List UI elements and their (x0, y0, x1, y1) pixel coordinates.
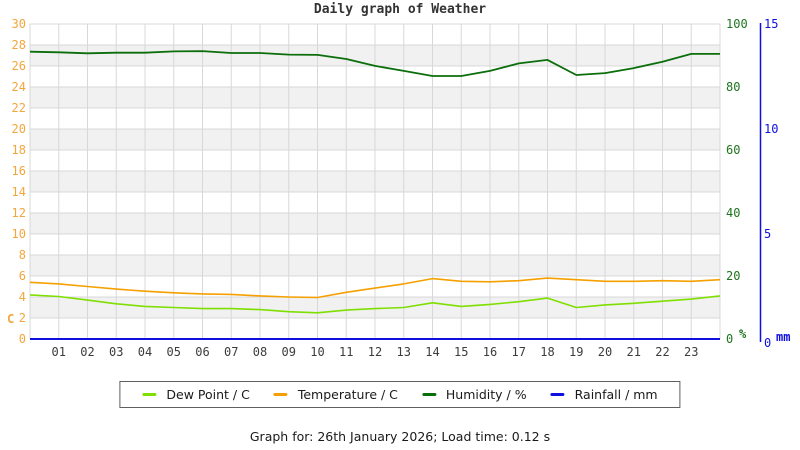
left-axis-tick: 28 (12, 38, 26, 52)
left-axis-tick: 30 (12, 17, 26, 31)
left-axis-tick: 0 (19, 332, 26, 346)
chart-title: Daily graph of Weather (313, 2, 487, 17)
dew-point-swatch-icon (142, 393, 157, 396)
humidity-axis-tick: 0 (726, 332, 733, 346)
x-axis-tick: 06 (195, 345, 209, 359)
humidity-swatch-icon (421, 393, 436, 396)
x-axis-tick: 05 (167, 345, 181, 359)
humidity-axis-tick: 80 (726, 80, 740, 94)
x-axis-tick: 04 (138, 345, 152, 359)
x-axis-tick: 13 (397, 345, 411, 359)
legend-label-rainfall: Rainfall / mm (574, 387, 658, 402)
rainfall-axis-unit: mm (776, 330, 790, 344)
left-axis-tick: 22 (12, 101, 26, 115)
x-axis-tick: 02 (80, 345, 94, 359)
legend-label-temperature: Temperature / C (297, 387, 398, 402)
x-axis-tick: 01 (52, 345, 66, 359)
x-axis-tick: 17 (512, 345, 526, 359)
legend-item-humidity: Humidity / % (421, 387, 527, 402)
x-axis-tick: 19 (569, 345, 583, 359)
rainfall-axis-tick: 10 (764, 122, 778, 136)
x-axis-tick: 11 (339, 345, 353, 359)
x-axis-tick: 20 (598, 345, 612, 359)
gridlines (29, 23, 721, 340)
x-axis-tick: 14 (425, 345, 439, 359)
rainfall-axis-tick: 5 (764, 227, 771, 241)
x-axis-tick: 18 (540, 345, 554, 359)
x-axis-tick: 23 (684, 345, 698, 359)
weather-chart: 024681012141618202224262830C020406080100… (7, 17, 790, 359)
left-axis-tick: 24 (12, 80, 26, 94)
legend-item-rainfall: Rainfall / mm (550, 387, 658, 402)
legend-label-dew-point: Dew Point / C (166, 387, 250, 402)
left-axis-unit: C (7, 312, 14, 326)
x-axis-tick: 15 (454, 345, 468, 359)
left-axis-tick: 26 (12, 59, 26, 73)
x-axis-tick: 16 (483, 345, 497, 359)
graph-caption: Graph for: 26th January 2026; Load time:… (249, 429, 551, 444)
left-axis-tick: 18 (12, 143, 26, 157)
x-axis-tick: 12 (368, 345, 382, 359)
humidity-axis-tick: 100 (726, 17, 748, 31)
x-axis-tick: 09 (282, 345, 296, 359)
x-axis-tick: 10 (310, 345, 324, 359)
humidity-axis-tick: 40 (726, 206, 740, 220)
chart-legend: Dew Point / C Temperature / C Humidity /… (119, 381, 681, 408)
series-temperature (29, 277, 721, 299)
legend-item-temperature: Temperature / C (273, 387, 398, 402)
left-axis-tick: 12 (12, 206, 26, 220)
x-axis-tick: 22 (655, 345, 669, 359)
rainfall-swatch-icon (550, 393, 565, 396)
rainfall-axis-tick: 0 (764, 336, 771, 350)
left-axis-tick: 16 (12, 164, 26, 178)
left-axis-tick: 6 (19, 269, 26, 283)
legend-item-dew-point: Dew Point / C (142, 387, 250, 402)
temperature-swatch-icon (273, 393, 288, 396)
humidity-axis-tick: 60 (726, 143, 740, 157)
legend-label-humidity: Humidity / % (445, 387, 527, 402)
x-axis-tick: 07 (224, 345, 238, 359)
rainfall-axis-tick: 15 (764, 17, 778, 31)
x-axis-tick: 08 (253, 345, 267, 359)
left-axis-tick: 10 (12, 227, 26, 241)
left-axis-tick: 4 (19, 290, 26, 304)
left-axis-tick: 20 (12, 122, 26, 136)
series-dew (29, 294, 721, 314)
humidity-axis-tick: 20 (726, 269, 740, 283)
left-axis-tick: 8 (19, 248, 26, 262)
left-axis-tick: 2 (19, 311, 26, 325)
x-axis-tick: 21 (627, 345, 641, 359)
x-axis-tick: 03 (109, 345, 123, 359)
humidity-axis-unit: % (739, 327, 747, 341)
series-humidity (29, 50, 720, 77)
left-axis-tick: 14 (12, 185, 26, 199)
